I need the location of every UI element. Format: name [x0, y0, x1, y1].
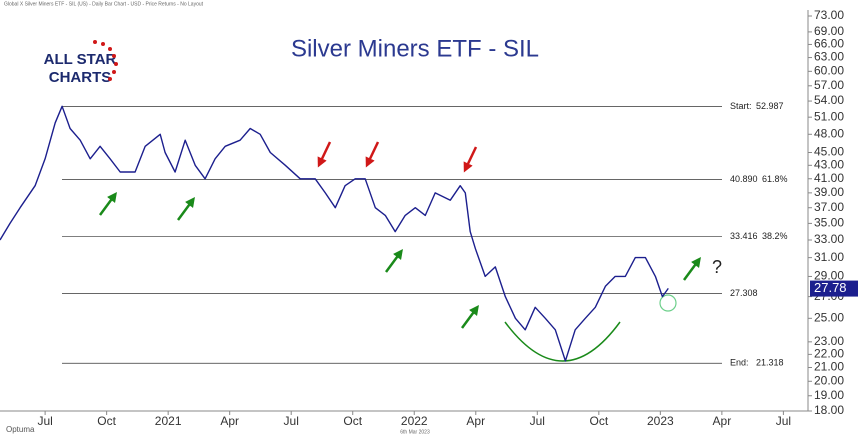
level-name: Start: — [730, 101, 752, 111]
logo: ALL STAR — [44, 51, 117, 68]
y-tick-label: 25.00 — [814, 310, 844, 324]
level-value: 52.987 — [756, 101, 784, 111]
y-tick-label: 48.00 — [814, 126, 844, 140]
arrows — [98, 141, 701, 329]
y-tick-label: 41.00 — [814, 171, 844, 185]
level-pct: 61.8% — [762, 174, 788, 184]
highlight-circle — [659, 294, 677, 312]
logo-stars — [93, 40, 118, 81]
x-tick-label: Jul — [37, 414, 52, 428]
y-tick-label: 63.00 — [814, 50, 844, 64]
level-value: 40.890 — [730, 174, 758, 184]
x-tick-label: Apr — [713, 414, 732, 428]
x-tick-label: Oct — [589, 414, 608, 428]
last-value-label: 27.78 — [814, 280, 847, 295]
y-tick-label: 18.00 — [814, 403, 844, 417]
bottom-arc — [504, 321, 621, 362]
x-tick-label: Jul — [530, 414, 545, 428]
y-tick-label: 51.00 — [814, 109, 844, 123]
y-tick-label: 31.00 — [814, 250, 844, 264]
footer-date: 6th Mar 2023 — [400, 429, 430, 435]
y-tick-label: 20.00 — [814, 373, 844, 387]
annotation: ? — [712, 257, 722, 277]
level-value: 27.308 — [730, 288, 758, 298]
y-tick-label: 37.00 — [814, 200, 844, 214]
x-tick-label: Jul — [776, 414, 791, 428]
chart-title: Silver Miners ETF - SIL — [291, 35, 539, 62]
header: Global X Silver Miners ETF - SIL (US) - … — [4, 1, 204, 7]
x-tick-label: Apr — [466, 414, 485, 428]
last-value-box — [810, 280, 858, 297]
x-tick-label: 2022 — [401, 414, 428, 428]
level-name: End: — [730, 358, 749, 368]
level-pct: 38.2% — [762, 231, 788, 241]
x-tick-label: Jul — [284, 414, 299, 428]
y-tick-label: 45.00 — [814, 145, 844, 159]
y-tick-label: 43.00 — [814, 157, 844, 171]
y-tick-label: 60.00 — [814, 64, 844, 78]
y-tick-label: 69.00 — [814, 24, 844, 38]
footer-brand: Optuma — [6, 425, 35, 434]
x-tick-label: 2023 — [647, 414, 674, 428]
x-tick-label: Oct — [97, 414, 116, 428]
level-value: 21.318 — [756, 358, 784, 368]
y-tick-label: 33.00 — [814, 232, 844, 246]
level-value: 33.416 — [730, 231, 758, 241]
y-tick-label: 73.00 — [814, 8, 844, 22]
price-line — [0, 105, 669, 362]
x-tick-label: 2021 — [155, 414, 182, 428]
y-tick-label: 35.00 — [814, 216, 844, 230]
y-tick-label: 22.00 — [814, 347, 844, 361]
y-tick-label: 29.00 — [814, 269, 844, 283]
logo: CHARTS — [49, 69, 112, 86]
x-tick-label: Apr — [220, 414, 239, 428]
y-tick-label: 19.00 — [814, 388, 844, 402]
y-tick-label: 66.00 — [814, 37, 844, 51]
y-tick-label: 54.00 — [814, 93, 844, 107]
y-tick-label: 39.00 — [814, 185, 844, 199]
y-tick-label: 23.00 — [814, 334, 844, 348]
y-tick-label: 57.00 — [814, 78, 844, 92]
x-tick-label: Oct — [343, 414, 362, 428]
y-tick-label: 21.00 — [814, 360, 844, 374]
